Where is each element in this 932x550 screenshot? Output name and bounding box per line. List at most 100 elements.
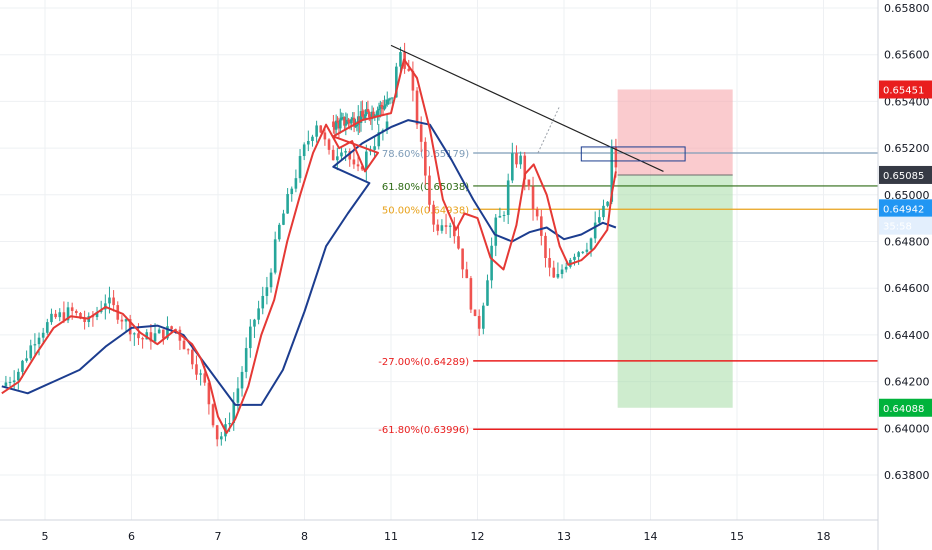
candle-body — [581, 252, 584, 253]
candle-body — [249, 327, 252, 348]
candle-body — [108, 298, 111, 304]
candle-body — [319, 125, 322, 132]
price-tick-label: 0.64600 — [884, 282, 930, 295]
time-tick-label: 15 — [730, 530, 744, 543]
candle-body — [295, 178, 298, 188]
price-tag-label: 0.65085 — [883, 171, 924, 182]
candle-body — [449, 226, 452, 227]
candle-body — [58, 312, 61, 317]
candle-body — [391, 97, 394, 98]
candle-body — [457, 236, 460, 248]
candle-body — [561, 270, 564, 274]
candle-body — [552, 268, 555, 278]
candle-body — [486, 280, 489, 305]
candle-body — [515, 153, 518, 164]
candle-body — [478, 316, 481, 329]
candle-body — [482, 306, 485, 329]
candle-body — [63, 312, 66, 320]
candle-body — [340, 152, 343, 156]
time-tick-label: 5 — [42, 530, 49, 543]
candle-body — [162, 330, 165, 339]
candle-body — [339, 120, 342, 129]
candle-body — [17, 372, 20, 381]
price-tick-label: 0.64200 — [884, 376, 930, 389]
position-zones[interactable] — [618, 89, 733, 407]
candle-body — [511, 153, 514, 180]
candle-body — [282, 214, 285, 225]
candle-body — [606, 202, 609, 206]
candle-body — [154, 333, 157, 341]
candle-body — [590, 238, 593, 249]
candle-body — [519, 156, 522, 165]
candle-body — [315, 125, 318, 136]
candle-body — [191, 350, 194, 365]
candle-body — [5, 382, 8, 386]
price-tag-label: 0.64088 — [883, 404, 924, 415]
time-tick-label: 13 — [557, 530, 571, 543]
candle-body — [557, 274, 560, 277]
candle-body — [141, 338, 144, 339]
candle-body — [474, 310, 477, 316]
fib-level-label: 50.00%(0.64938) — [382, 205, 469, 216]
candle-body — [220, 436, 223, 439]
candle-body — [602, 206, 605, 217]
candle-body — [424, 142, 427, 176]
candle-body — [216, 425, 219, 439]
candle-body — [212, 404, 215, 425]
candle-body — [34, 344, 37, 345]
candle-body — [278, 225, 281, 239]
candle-body — [13, 380, 16, 382]
candle-body — [373, 146, 376, 150]
candle-body — [357, 164, 360, 166]
price-tick-label: 0.65200 — [884, 142, 930, 155]
candle-body — [46, 322, 49, 333]
price-tag-label: 0.65451 — [883, 85, 924, 96]
candle-body — [532, 186, 535, 209]
time-tick-label: 12 — [471, 530, 485, 543]
price-tick-label: 0.64800 — [884, 236, 930, 249]
candle-body — [336, 156, 339, 160]
candle-body — [42, 333, 45, 338]
candle-body — [586, 250, 589, 252]
time-tick-label: 14 — [644, 530, 658, 543]
candle-body — [461, 249, 464, 270]
candle-body — [228, 423, 231, 424]
candle-body — [548, 258, 551, 268]
candle-body — [445, 225, 448, 227]
candle-body — [528, 180, 531, 187]
candle-body — [195, 364, 198, 374]
candle-body — [428, 176, 431, 205]
candle-body — [332, 150, 335, 160]
time-tick-label: 11 — [384, 530, 398, 543]
stop-loss-zone[interactable] — [618, 89, 733, 174]
candle-body — [203, 373, 206, 382]
candle-body — [465, 269, 468, 278]
candle-body — [290, 189, 293, 194]
price-tick-label: 0.64000 — [884, 422, 930, 435]
candle-body — [270, 273, 273, 288]
candle-body — [420, 124, 423, 141]
candle-body — [183, 341, 186, 350]
price-tag-label: 0.64942 — [883, 204, 924, 215]
candle-body — [274, 239, 277, 272]
candle-body — [25, 358, 28, 360]
candle-body — [324, 132, 327, 139]
candle-body — [353, 159, 356, 164]
candle-body — [565, 267, 568, 270]
candle-body — [9, 382, 12, 383]
candle-body — [121, 320, 124, 322]
candle-body — [21, 361, 24, 372]
candle-body — [112, 298, 115, 306]
candle-body — [158, 330, 161, 334]
candle-body — [54, 314, 57, 317]
candle-body — [544, 236, 547, 258]
candle-body — [503, 215, 506, 216]
candle-body — [261, 296, 264, 308]
candle-body — [399, 52, 402, 67]
candle-body — [253, 320, 256, 327]
candle-body — [286, 194, 289, 213]
candle-body — [71, 307, 74, 311]
candle-body — [133, 333, 136, 334]
candle-body — [303, 144, 306, 156]
